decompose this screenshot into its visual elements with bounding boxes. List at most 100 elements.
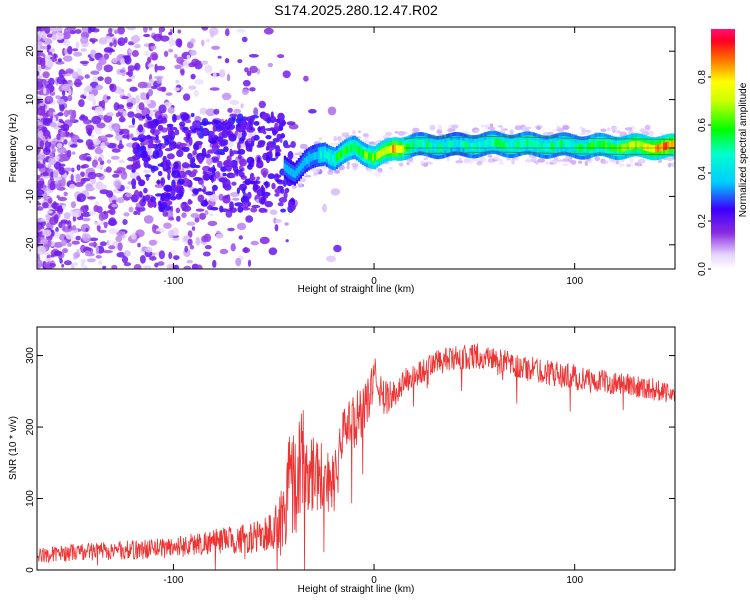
noise-blob <box>229 201 234 210</box>
noise-blob <box>312 167 321 173</box>
signal-band-segment <box>606 142 609 150</box>
noise-blob <box>157 86 166 92</box>
noise-blob <box>154 262 159 268</box>
noise-blob <box>113 102 120 111</box>
noise-blob <box>63 27 69 37</box>
noise-blob <box>87 93 96 102</box>
noise-blob <box>594 156 600 162</box>
noise-blob <box>67 95 73 102</box>
noise-blob <box>284 187 290 194</box>
noise-blob <box>190 213 200 218</box>
noise-blob <box>579 126 584 129</box>
noise-blob <box>147 57 152 64</box>
signal-band-segment <box>546 143 549 152</box>
noise-blob <box>175 79 180 84</box>
colorbar-tick-label: 0.2 <box>697 214 708 228</box>
signal-band-segment <box>550 142 553 151</box>
noise-blob <box>267 173 276 180</box>
noise-blob <box>256 162 264 169</box>
noise-blob <box>647 130 655 136</box>
noise-blob <box>195 208 205 212</box>
noise-blob <box>129 133 134 140</box>
noise-blob <box>258 100 266 109</box>
noise-blob <box>109 42 114 47</box>
noise-blob <box>105 166 112 173</box>
noise-blob <box>136 175 141 181</box>
noise-blob <box>47 164 52 169</box>
noise-blob <box>265 135 272 140</box>
noise-blob <box>188 136 193 146</box>
signal-band-segment <box>295 168 298 176</box>
signal-band-segment <box>661 143 664 152</box>
signal-band-segment <box>313 152 317 160</box>
signal-band-segment <box>642 142 646 151</box>
noise-blob <box>260 186 266 194</box>
noise-blob <box>219 140 228 146</box>
noise-blob <box>94 127 102 135</box>
noise-blob <box>509 129 514 135</box>
noise-blob <box>238 171 245 178</box>
noise-blob <box>89 210 96 216</box>
signal-band-segment <box>630 141 634 150</box>
noise-blob <box>278 120 287 126</box>
noise-blob <box>78 154 88 161</box>
signal-band-segment <box>311 152 315 161</box>
noise-blob <box>113 170 123 174</box>
noise-blob <box>579 132 587 135</box>
noise-blob <box>206 157 213 166</box>
noise-blob <box>90 70 100 75</box>
noise-blob <box>129 86 138 92</box>
noise-blob <box>56 98 65 105</box>
signal-band-segment <box>554 141 557 150</box>
signal-band-segment <box>362 149 365 158</box>
noise-blob <box>330 142 339 146</box>
noise-blob <box>201 39 205 47</box>
signal-band-segment <box>392 145 395 153</box>
signal-band-segment <box>309 153 313 162</box>
noise-blob <box>80 178 86 185</box>
noise-blob <box>106 240 110 246</box>
signal-band-segment <box>301 160 304 169</box>
snr-frame <box>36 326 676 571</box>
noise-blob <box>231 181 237 186</box>
noise-blob <box>204 245 212 250</box>
noise-blob <box>247 201 251 207</box>
noise-blob <box>76 193 87 203</box>
noise-blob <box>229 174 236 178</box>
noise-blob <box>134 62 141 71</box>
noise-blob <box>97 135 108 142</box>
noise-blob <box>327 106 337 116</box>
noise-blob <box>268 149 273 158</box>
noise-blob <box>258 207 267 213</box>
snr-ytick-label: 100 <box>25 490 36 507</box>
noise-blob <box>157 143 163 148</box>
signal-band-segment <box>293 170 296 178</box>
noise-blob <box>54 177 60 182</box>
noise-blob <box>189 49 197 56</box>
noise-blob <box>46 60 54 68</box>
signal-band-segment <box>456 139 459 148</box>
noise-blob <box>503 128 508 131</box>
noise-blob <box>479 156 486 163</box>
spectrogram-ytick-label: -20 <box>25 237 36 252</box>
noise-blob <box>247 191 252 200</box>
noise-blob <box>224 58 230 64</box>
signal-band-segment <box>654 144 658 153</box>
noise-blob <box>274 122 279 131</box>
noise-blob <box>437 130 442 133</box>
noise-blob <box>80 171 85 178</box>
noise-blob <box>135 130 140 135</box>
noise-blob <box>230 243 236 252</box>
noise-blob <box>142 195 146 203</box>
noise-blob <box>128 49 133 54</box>
noise-blob <box>122 110 127 117</box>
noise-blob <box>242 79 251 87</box>
signal-band-segment <box>430 142 433 151</box>
noise-blob <box>51 147 56 154</box>
signal-band-segment <box>470 142 473 151</box>
signal-band-segment <box>366 151 369 160</box>
noise-blob <box>463 159 470 164</box>
noise-blob <box>49 122 57 128</box>
noise-blob <box>182 93 191 101</box>
noise-blob <box>89 57 95 62</box>
